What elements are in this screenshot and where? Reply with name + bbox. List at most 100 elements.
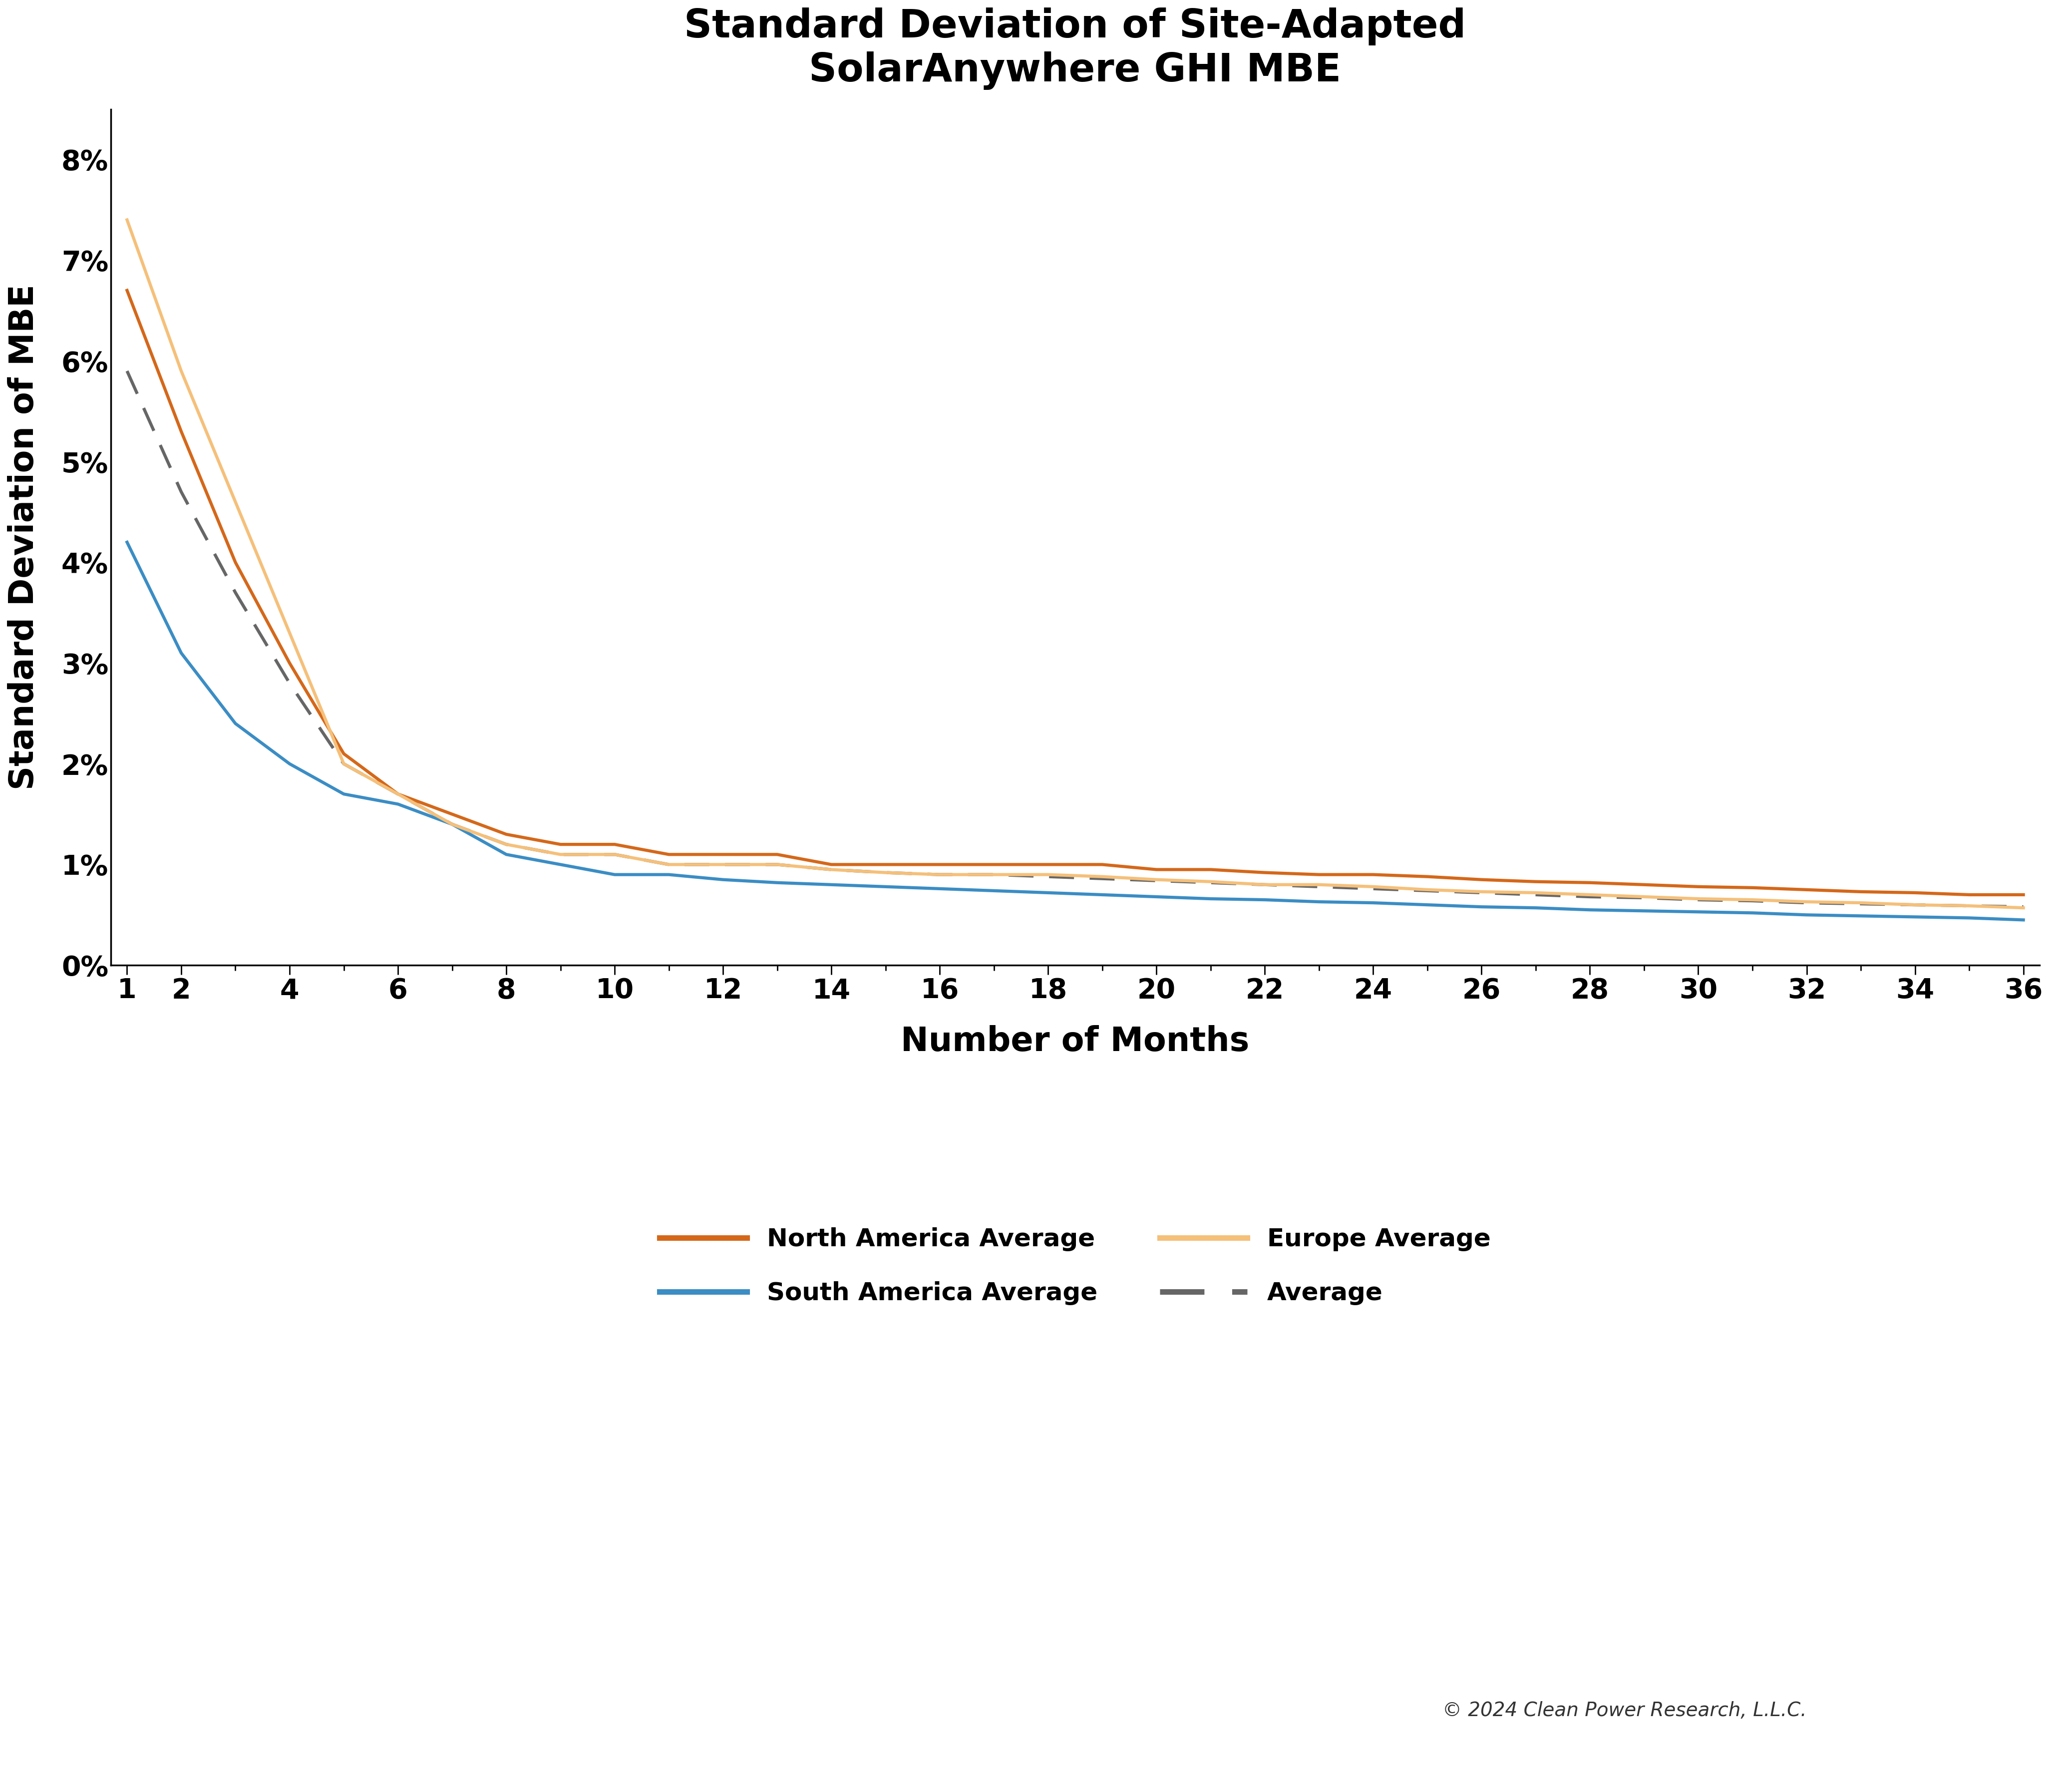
- Average: [819, 858, 844, 880]
- North America Average: [710, 844, 735, 866]
- North America Average: [1415, 866, 1439, 887]
- North America Average: [439, 803, 464, 824]
- Average: [1523, 883, 1548, 905]
- South America Average: [1957, 907, 1981, 928]
- Average: [1037, 866, 1061, 887]
- South America Average: [602, 864, 626, 885]
- Average: [331, 753, 355, 774]
- Average: [548, 844, 573, 866]
- Average: [168, 480, 193, 502]
- South America Average: [386, 794, 411, 815]
- South America Average: [1848, 905, 1872, 926]
- South America Average: [277, 753, 302, 774]
- Europe Average: [115, 210, 140, 231]
- Average: [1361, 878, 1386, 900]
- Europe Average: [1903, 894, 1928, 916]
- North America Average: [1957, 883, 1981, 905]
- Europe Average: [495, 833, 519, 855]
- North America Average: [1144, 858, 1168, 880]
- South America Average: [495, 844, 519, 866]
- Europe Average: [981, 864, 1006, 885]
- Europe Average: [1144, 869, 1168, 891]
- South America Average: [115, 532, 140, 554]
- North America Average: [1577, 873, 1601, 894]
- Average: [1848, 892, 1872, 914]
- Europe Average: [168, 360, 193, 382]
- North America Average: [657, 844, 682, 866]
- Line: Europe Average: Europe Average: [127, 220, 2024, 909]
- South America Average: [1144, 885, 1168, 907]
- North America Average: [331, 744, 355, 765]
- North America Average: [386, 783, 411, 805]
- South America Average: [1361, 892, 1386, 914]
- Europe Average: [386, 783, 411, 805]
- Europe Average: [1523, 882, 1548, 903]
- Line: Average: Average: [127, 371, 2024, 907]
- South America Average: [439, 814, 464, 835]
- South America Average: [819, 874, 844, 896]
- Average: [710, 853, 735, 874]
- North America Average: [1361, 864, 1386, 885]
- North America Average: [224, 552, 248, 573]
- North America Average: [1741, 876, 1766, 898]
- Average: [1686, 889, 1710, 910]
- North America Average: [1306, 864, 1330, 885]
- South America Average: [1632, 900, 1657, 921]
- Europe Average: [277, 622, 302, 643]
- Average: [1144, 869, 1168, 891]
- South America Average: [981, 880, 1006, 901]
- Average: [1632, 887, 1657, 909]
- Europe Average: [1037, 864, 1061, 885]
- Average: [1415, 880, 1439, 901]
- North America Average: [1199, 858, 1224, 880]
- Title: Standard Deviation of Site-Adapted
SolarAnywhere GHI MBE: Standard Deviation of Site-Adapted Solar…: [684, 7, 1466, 90]
- South America Average: [766, 873, 790, 894]
- North America Average: [1848, 882, 1872, 903]
- North America Average: [1470, 869, 1495, 891]
- Europe Average: [439, 814, 464, 835]
- Average: [495, 833, 519, 855]
- Europe Average: [819, 858, 844, 880]
- South America Average: [548, 853, 573, 874]
- Average: [928, 864, 953, 885]
- South America Average: [1903, 907, 1928, 928]
- South America Average: [1252, 889, 1277, 910]
- Europe Average: [2012, 898, 2037, 919]
- North America Average: [928, 853, 953, 874]
- Europe Average: [1361, 876, 1386, 898]
- North America Average: [168, 421, 193, 443]
- Europe Average: [1577, 883, 1601, 905]
- South America Average: [1415, 894, 1439, 916]
- Europe Average: [710, 853, 735, 874]
- Europe Average: [1252, 874, 1277, 896]
- Average: [115, 360, 140, 382]
- South America Average: [928, 878, 953, 900]
- Europe Average: [1632, 885, 1657, 907]
- Europe Average: [548, 844, 573, 866]
- North America Average: [1686, 876, 1710, 898]
- Europe Average: [657, 853, 682, 874]
- Average: [1903, 894, 1928, 916]
- South America Average: [1470, 896, 1495, 918]
- North America Average: [1523, 871, 1548, 892]
- North America Average: [873, 853, 897, 874]
- South America Average: [873, 876, 897, 898]
- Average: [1957, 894, 1981, 916]
- Europe Average: [928, 864, 953, 885]
- Legend: North America Average, South America Average, Europe Average, Average: North America Average, South America Ave…: [649, 1217, 1501, 1315]
- Text: © 2024 Clean Power Research, L.L.C.: © 2024 Clean Power Research, L.L.C.: [1443, 1701, 1807, 1720]
- X-axis label: Number of Months: Number of Months: [901, 1025, 1250, 1057]
- North America Average: [115, 280, 140, 301]
- Europe Average: [1090, 866, 1115, 887]
- South America Average: [331, 783, 355, 805]
- North America Average: [1090, 853, 1115, 874]
- South America Average: [1199, 889, 1224, 910]
- South America Average: [1306, 891, 1330, 912]
- South America Average: [657, 864, 682, 885]
- North America Average: [2012, 883, 2037, 905]
- Average: [1306, 876, 1330, 898]
- Europe Average: [1306, 874, 1330, 896]
- Average: [1794, 892, 1819, 914]
- Average: [277, 672, 302, 694]
- Y-axis label: Standard Deviation of MBE: Standard Deviation of MBE: [8, 285, 41, 790]
